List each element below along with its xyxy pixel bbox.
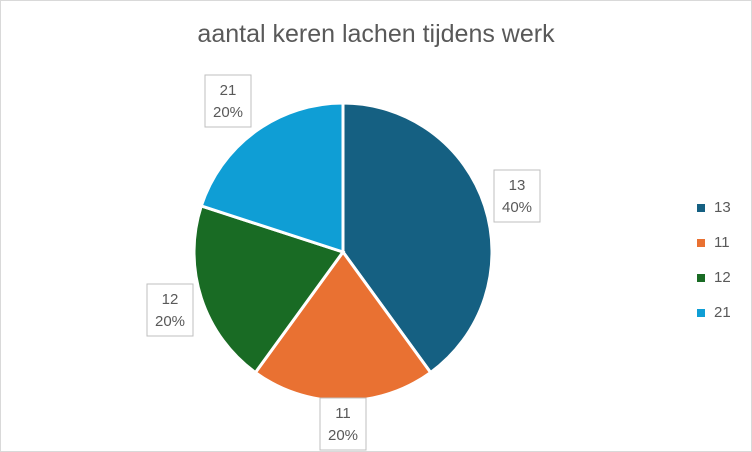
data-label-value: 21: [220, 82, 237, 99]
legend-swatch: [697, 203, 705, 212]
legend-swatch: [697, 238, 705, 247]
legend-swatch: [697, 308, 705, 317]
legend-item-13: 13: [697, 190, 731, 225]
legend-label: 13: [714, 199, 731, 216]
legend-label: 21: [714, 304, 731, 321]
legend-label: 11: [714, 234, 730, 251]
legend-item-21: 21: [697, 295, 731, 330]
chart-title: aantal keren lachen tijdens werk: [197, 20, 555, 48]
legend-item-11: 11: [697, 225, 731, 260]
data-label-value: 12: [162, 291, 179, 308]
data-label-percent: 20%: [155, 313, 185, 330]
pie-slice-13: [341, 101, 494, 375]
pie-slice-21: [199, 101, 345, 255]
legend-swatch: [697, 273, 705, 282]
data-label-value: 13: [509, 177, 526, 194]
data-label-percent: 40%: [502, 199, 532, 216]
legend-item-12: 12: [697, 260, 731, 295]
data-label-percent: 20%: [213, 104, 243, 121]
pie-slice-12: [192, 204, 346, 375]
data-label-percent: 20%: [328, 427, 358, 444]
legend-label: 12: [714, 269, 731, 286]
data-label-value: 11: [335, 405, 351, 422]
legend: 13 11 12 21: [697, 190, 731, 330]
